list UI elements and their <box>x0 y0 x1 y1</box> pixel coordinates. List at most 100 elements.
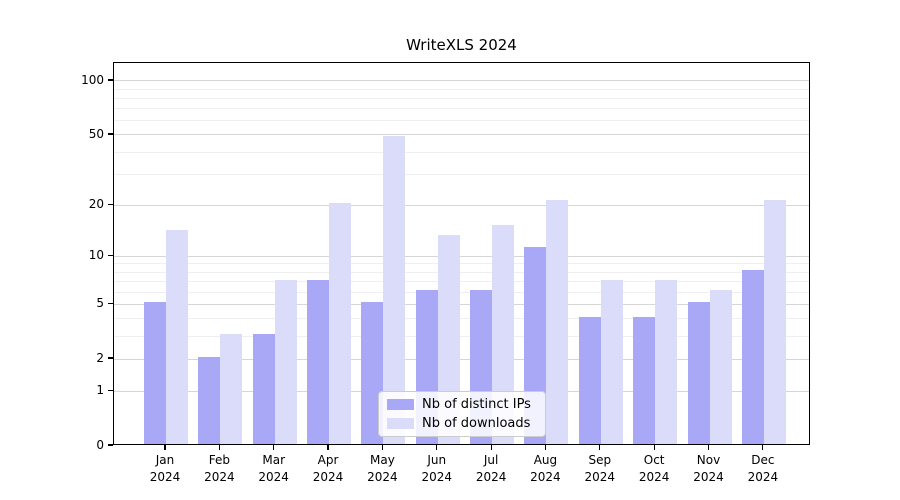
x-tick-year: 2024 <box>421 470 453 484</box>
x-tick-label-sep: Sep 2024 <box>570 452 630 486</box>
bar-ips-dec <box>741 270 764 444</box>
y-tick-label: 5 <box>96 296 104 311</box>
gridline-major <box>114 255 809 257</box>
legend-swatch-ips-icon <box>387 399 414 410</box>
y-tick-label: 20 <box>88 197 104 212</box>
bar-downloads-mar <box>274 279 297 444</box>
bar-downloads-dec <box>763 199 786 444</box>
y-tick-mark <box>108 389 113 391</box>
x-tick-mark <box>436 445 438 450</box>
gridline-minor <box>114 263 809 265</box>
y-tick-label: 50 <box>88 126 104 141</box>
x-tick-mark <box>273 445 275 450</box>
y-tick-mark <box>108 254 113 256</box>
gridline-minor <box>114 108 809 110</box>
x-tick-year: 2024 <box>693 470 724 484</box>
x-tick-year: 2024 <box>149 470 181 484</box>
bar-downloads-jul <box>492 224 515 444</box>
bar-ips-feb <box>198 357 221 444</box>
chart-title: WriteXLS 2024 <box>406 36 517 54</box>
y-tick-label: 10 <box>88 248 104 263</box>
bar-downloads-oct <box>655 279 678 444</box>
x-tick-mark <box>544 445 547 450</box>
bar-ips-sep <box>578 316 601 444</box>
y-tick-mark <box>108 79 113 81</box>
x-tick-label-apr: Apr 2024 <box>298 452 358 486</box>
x-tick-mark <box>381 445 383 450</box>
gridline-major <box>114 303 809 305</box>
bar-downloads-may <box>383 136 406 444</box>
x-tick-label-jul: Jul 2024 <box>461 452 521 486</box>
gridline-major <box>114 204 809 206</box>
bar-downloads-feb <box>220 334 243 444</box>
gridline-major <box>114 358 809 360</box>
x-tick-mark <box>599 445 601 450</box>
legend-label-distinct-ips: Nb of distinct IPs <box>422 397 531 412</box>
x-tick-year: 2024 <box>475 470 507 484</box>
gridline-minor <box>114 120 809 122</box>
y-tick-mark <box>108 357 113 359</box>
bar-ips-jan <box>144 302 166 444</box>
x-tick-mark <box>707 445 710 450</box>
x-tick-label-feb: Feb 2024 <box>189 452 249 486</box>
gridline-minor <box>114 281 809 283</box>
gridline-minor <box>114 291 809 293</box>
x-tick-year: 2024 <box>530 470 561 484</box>
bar-ips-apr <box>307 279 330 444</box>
x-tick-year: 2024 <box>638 470 670 484</box>
x-tick-label-mar: Mar 2024 <box>244 452 304 486</box>
bar-downloads-apr <box>329 203 352 444</box>
y-tick-label: 100 <box>81 72 104 87</box>
bar-downloads-jan <box>166 229 188 444</box>
x-tick-label-oct: Oct 2024 <box>624 452 684 486</box>
bar-ips-may <box>361 302 384 444</box>
x-tick-year: 2024 <box>584 470 616 484</box>
x-tick-year: 2024 <box>204 470 235 484</box>
bar-ips-oct <box>633 316 656 444</box>
gridline-minor <box>114 271 809 273</box>
y-tick-mark <box>108 444 113 446</box>
bar-downloads-aug <box>546 199 569 444</box>
y-tick-label: 0 <box>96 438 104 452</box>
gridline-minor <box>114 173 809 175</box>
x-tick-mark <box>327 445 329 450</box>
gridline-major <box>114 80 809 82</box>
legend-item-distinct-ips: Nb of distinct IPs <box>387 397 537 412</box>
gridline-minor <box>114 88 809 90</box>
legend-swatch-downloads-icon <box>387 418 414 429</box>
bar-ips-nov <box>687 302 710 444</box>
plot-area <box>113 62 810 445</box>
y-tick-label: 1 <box>96 383 104 398</box>
bar-downloads-nov <box>709 290 732 444</box>
x-tick-label-may: May 2024 <box>352 452 412 486</box>
x-tick-year: 2024 <box>747 470 779 484</box>
x-tick-mark <box>762 445 764 450</box>
y-tick-mark <box>108 302 113 304</box>
x-tick-label-aug: Aug 2024 <box>515 452 575 486</box>
legend: Nb of distinct IPs Nb of downloads <box>378 391 546 437</box>
x-tick-year: 2024 <box>312 470 344 484</box>
gridline-minor <box>114 97 809 99</box>
x-tick-label-jan: Jan 2024 <box>135 452 195 486</box>
bar-ips-mar <box>252 334 275 444</box>
gridline-minor <box>114 335 809 337</box>
x-tick-label-nov: Nov 2024 <box>679 452 739 486</box>
gridline-minor <box>114 318 809 320</box>
x-tick-year: 2024 <box>258 470 289 484</box>
bar-downloads-sep <box>600 279 623 444</box>
x-tick-mark <box>218 445 220 450</box>
y-tick-mark <box>108 133 113 135</box>
x-tick-label-jun: Jun 2024 <box>407 452 467 486</box>
x-tick-label-dec: Dec 2024 <box>733 452 793 486</box>
y-tick-label: 2 <box>96 351 104 366</box>
x-tick-mark <box>490 445 492 450</box>
y-tick-mark <box>108 203 113 205</box>
x-tick-mark <box>653 445 655 450</box>
x-tick-mark <box>164 445 166 450</box>
legend-item-downloads: Nb of downloads <box>387 416 537 431</box>
gridline-minor <box>114 151 809 153</box>
legend-label-downloads: Nb of downloads <box>422 416 531 431</box>
gridline-major <box>114 134 809 136</box>
x-tick-year: 2024 <box>367 470 398 484</box>
